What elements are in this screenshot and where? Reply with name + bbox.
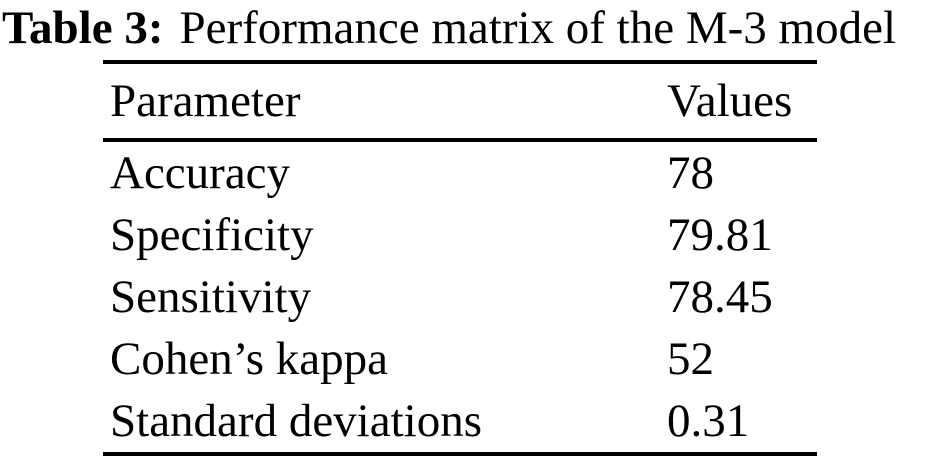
parameter-cell: Standard deviations	[110, 395, 483, 447]
table-body: Accuracy 78 Specificity 79.81 Sensitivit…	[103, 140, 817, 454]
parameter-cell: Specificity	[110, 209, 314, 261]
table-row: Standard deviations 0.31	[103, 390, 817, 454]
value-cell: 0.31	[667, 395, 750, 447]
table-row: Sensitivity 78.45	[103, 266, 817, 328]
table-caption-text: Performance matrix of the M-3 model	[179, 2, 897, 54]
table-header: Parameter Values	[103, 62, 817, 140]
value-cell: 78.45	[667, 271, 773, 323]
parameter-cell: Sensitivity	[110, 271, 312, 323]
value-cell: 79.81	[667, 209, 773, 261]
column-header-values: Values	[667, 75, 793, 127]
value-cell: 52	[667, 333, 714, 385]
parameter-cell: Cohen’s kappa	[110, 333, 389, 385]
performance-table: Parameter Values Accuracy 78 Specificity…	[103, 60, 817, 456]
value-cell: 78	[667, 147, 714, 199]
table-row: Specificity 79.81	[103, 204, 817, 266]
table-header-row: Parameter Values	[103, 62, 817, 140]
table-caption-label: Table 3:	[2, 2, 164, 54]
table-row: Accuracy 78	[103, 140, 817, 204]
column-header-parameter: Parameter	[110, 75, 301, 127]
table-caption: Table 3: Performance matrix of the M-3 mo…	[0, 0, 925, 56]
parameter-cell: Accuracy	[110, 147, 291, 199]
table-row: Cohen’s kappa 52	[103, 328, 817, 390]
